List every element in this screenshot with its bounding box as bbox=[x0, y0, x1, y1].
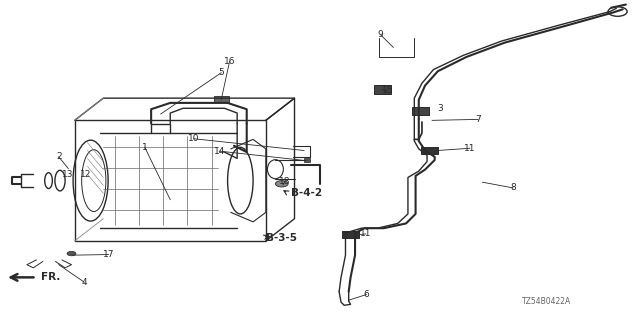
Text: 11: 11 bbox=[360, 229, 372, 238]
Bar bbox=[412, 107, 429, 115]
Circle shape bbox=[275, 180, 288, 187]
Circle shape bbox=[67, 252, 76, 256]
Text: 10: 10 bbox=[188, 134, 200, 143]
Text: TZ54B0422A: TZ54B0422A bbox=[522, 297, 571, 306]
Text: 4: 4 bbox=[81, 278, 87, 287]
Bar bbox=[342, 231, 359, 238]
Bar bbox=[304, 158, 310, 162]
Text: 14: 14 bbox=[214, 147, 225, 156]
Text: 3: 3 bbox=[437, 104, 443, 113]
Text: 12: 12 bbox=[80, 170, 91, 179]
Bar bbox=[421, 147, 438, 154]
Text: 11: 11 bbox=[464, 144, 476, 153]
Text: B-3-5: B-3-5 bbox=[266, 233, 297, 243]
Text: B-4-2: B-4-2 bbox=[291, 188, 323, 198]
Text: 8: 8 bbox=[510, 183, 516, 192]
Text: 16: 16 bbox=[224, 57, 236, 66]
Text: 9: 9 bbox=[378, 30, 383, 39]
Text: 18: 18 bbox=[279, 177, 291, 186]
Text: 6: 6 bbox=[364, 290, 369, 299]
Bar bbox=[214, 96, 229, 102]
Text: 5: 5 bbox=[218, 68, 224, 77]
Text: 2: 2 bbox=[56, 152, 61, 161]
Text: 17: 17 bbox=[102, 250, 114, 259]
Text: 1: 1 bbox=[142, 143, 148, 152]
Text: FR.: FR. bbox=[41, 272, 60, 282]
Text: 15: 15 bbox=[382, 86, 394, 95]
Text: 13: 13 bbox=[62, 170, 74, 179]
Text: 7: 7 bbox=[475, 115, 481, 124]
Bar bbox=[75, 120, 266, 241]
Bar bbox=[374, 85, 392, 94]
